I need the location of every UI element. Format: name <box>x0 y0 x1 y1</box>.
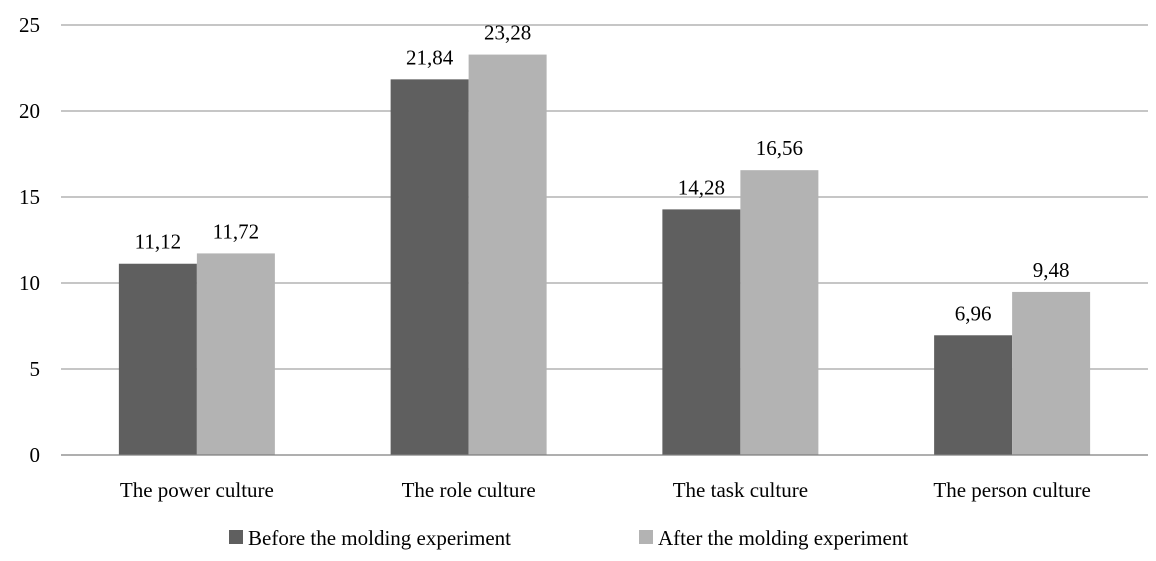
bar-before <box>662 209 741 455</box>
data-label: 6,96 <box>955 301 992 325</box>
legend-label: Before the molding experiment <box>248 526 511 550</box>
legend-swatch <box>639 530 653 544</box>
y-tick-label: 20 <box>19 99 40 123</box>
bar-after <box>1012 291 1091 455</box>
bar-after <box>196 253 275 455</box>
x-category-label: The power culture <box>120 478 274 502</box>
data-label: 21,84 <box>406 45 454 69</box>
bar-before <box>390 79 469 456</box>
x-category-label: The person culture <box>933 478 1090 502</box>
data-label: 9,48 <box>1033 258 1070 282</box>
x-category-label: The role culture <box>402 478 536 502</box>
legend: Before the molding experiment After the m… <box>229 526 908 550</box>
y-axis-tick-labels: 0 5 10 15 20 25 <box>19 13 40 467</box>
bar-before <box>118 263 197 455</box>
y-tick-label: 0 <box>30 443 41 467</box>
bar-after <box>468 54 547 456</box>
y-tick-label: 15 <box>19 185 40 209</box>
x-category-label: The task culture <box>673 478 808 502</box>
x-axis-category-labels: The power culture The role culture The tas… <box>120 478 1091 502</box>
y-tick-label: 10 <box>19 271 40 295</box>
legend-label: After the molding experiment <box>658 526 908 550</box>
data-labels: 11,12 11,72 21,84 23,28 14,28 16,56 6,96 9,48 <box>135 21 1070 326</box>
y-tick-label: 25 <box>19 13 40 37</box>
bar-before <box>934 335 1013 455</box>
legend-swatch <box>229 530 243 544</box>
y-tick-label: 5 <box>30 357 41 381</box>
data-label: 11,72 <box>213 219 259 243</box>
data-label: 23,28 <box>484 21 531 45</box>
bar-after <box>740 170 819 455</box>
bars <box>118 54 1091 456</box>
data-label: 11,12 <box>135 230 181 254</box>
data-label: 16,56 <box>756 136 803 160</box>
data-label: 14,28 <box>678 175 725 199</box>
